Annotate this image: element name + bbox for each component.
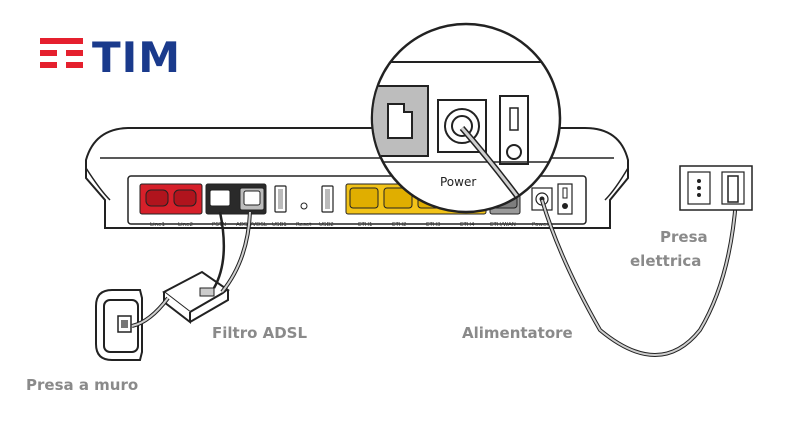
line2-label: Line2	[178, 222, 193, 228]
ethwan-label: ETH/WAN	[490, 222, 516, 228]
pstn-label: PSTN	[212, 222, 226, 228]
adsl-filter-label: Filtro ADSL	[212, 324, 307, 342]
tim-logo: TIM	[40, 33, 181, 82]
usb1-label: USB1	[272, 222, 287, 228]
eth1-port	[349, 187, 379, 209]
power-outlet-label-line1: Presa	[660, 228, 708, 246]
eth2-label: ETH2	[392, 222, 406, 228]
adsl-port	[243, 190, 261, 206]
eth1-label: ETH1	[358, 222, 372, 228]
eth3-label: ETH3	[426, 222, 441, 228]
tim-logo-text: TIM	[92, 33, 181, 82]
pstn-port	[209, 189, 231, 207]
adsl-filter	[162, 270, 230, 325]
zoom-power-label: Power	[440, 175, 476, 189]
wall-socket-label: Presa a muro	[26, 376, 138, 394]
line1-port	[145, 189, 169, 207]
line1-label: Line1	[150, 222, 165, 228]
line2-port	[173, 189, 197, 207]
adsl-label: ADSL/VDSL	[236, 222, 268, 228]
reset-button	[300, 202, 308, 210]
power-label: Power	[532, 222, 549, 228]
zoom-detail: Power	[370, 22, 562, 214]
reset-label: Reset	[296, 222, 312, 228]
eth4-label: ETH4	[460, 222, 475, 228]
eth2-port	[383, 187, 413, 209]
power-supply-label: Alimentatore	[462, 324, 573, 342]
power-outlet	[679, 165, 753, 211]
power-outlet-label-line2: elettrica	[630, 252, 701, 270]
usb2-label: USB2	[319, 222, 334, 228]
power-switch	[557, 183, 573, 215]
